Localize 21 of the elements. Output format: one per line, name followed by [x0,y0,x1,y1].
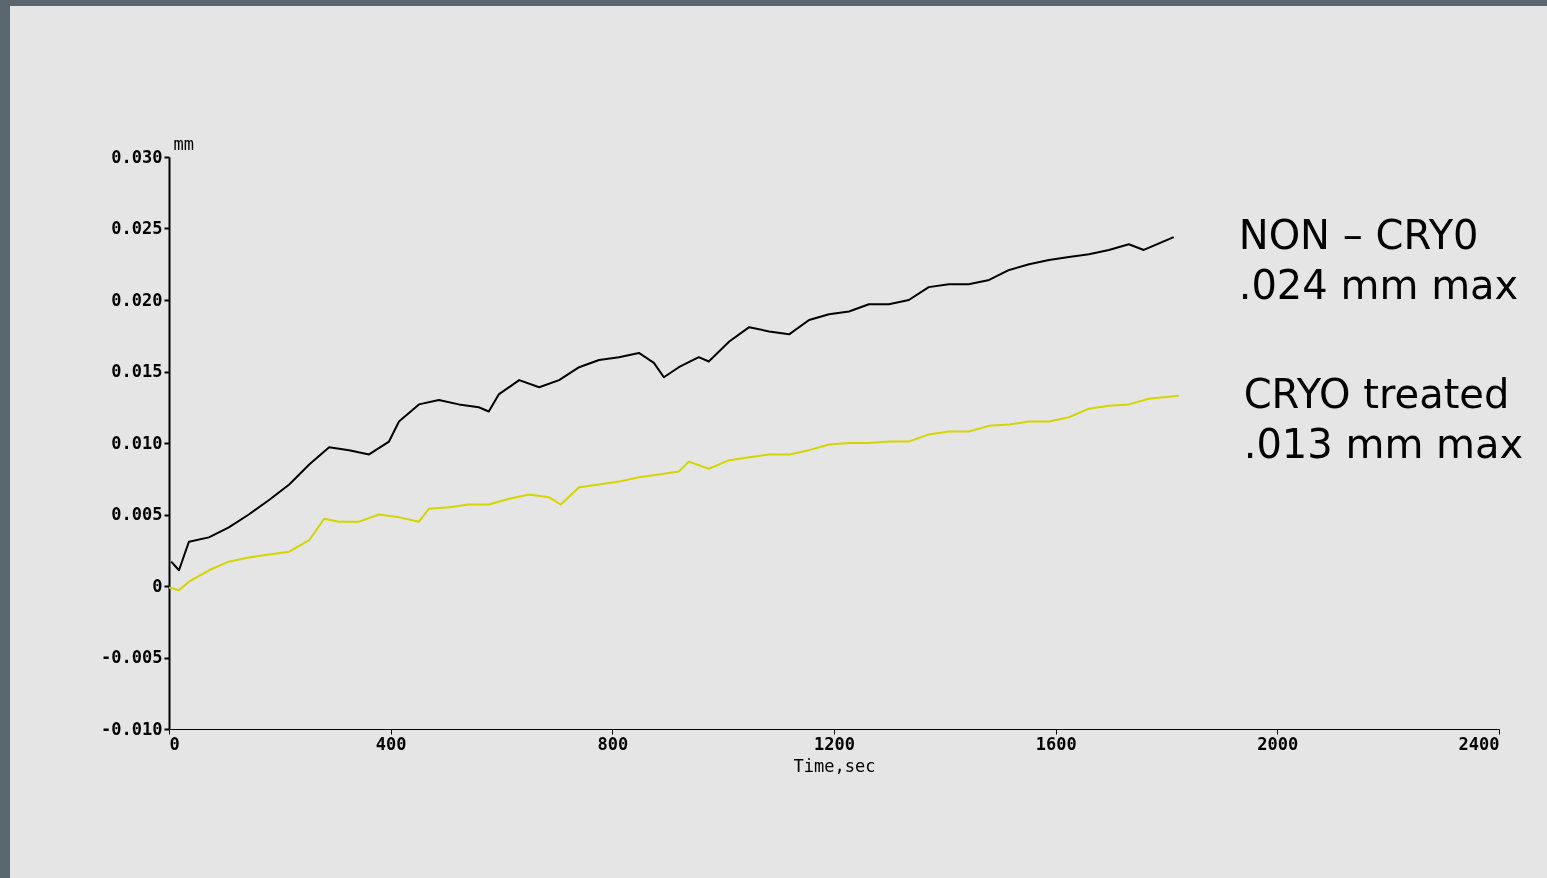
x-tick-label: 400 [375,733,407,754]
x-tick-label: 1600 [1035,733,1077,754]
y-axis-title: mm [173,133,194,154]
x-tick-label: 2400 [1458,733,1500,754]
y-tick-label: 0 [152,575,163,596]
y-tick-label: -0.005 [101,647,163,667]
series-label: NON – CRY0 .024 mm max [1238,212,1519,309]
x-tick-label: 0 [169,733,180,754]
y-tick-label: 0.010 [111,432,163,453]
line-series [169,394,1180,592]
y-tick-label: 0.025 [111,218,163,238]
series-label: CRYO treated .013 mm max [1243,370,1524,467]
x-tick-label: 2000 [1257,733,1299,754]
x-tick-label: 1200 [814,733,855,754]
x-axis-title: Time,sec [793,755,876,776]
y-tick-label: 0.030 [111,146,163,167]
y-tick-label: 0.020 [111,289,163,310]
y-tick-label: -0.010 [101,718,163,739]
x-tick-label: 800 [597,733,629,754]
y-tick-label: 0.015 [111,361,163,381]
y-tick-label: 0.005 [111,504,163,524]
